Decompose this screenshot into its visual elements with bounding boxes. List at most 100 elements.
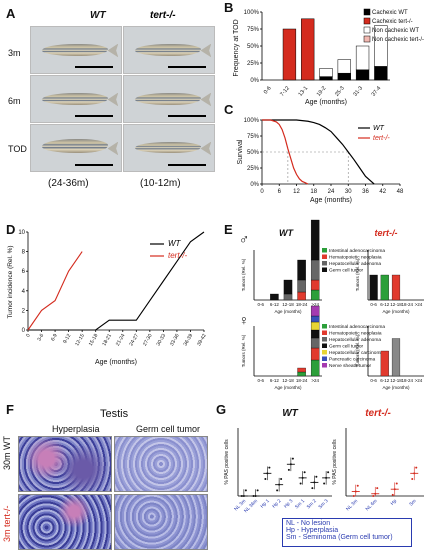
c-ytick-label: 0% (250, 182, 259, 188)
e-female-wt-legend-swatch (322, 330, 327, 335)
e-male-wt-bar (297, 279, 306, 293)
d-xtick-label: 36-39 (183, 333, 195, 347)
g-tert-point (411, 478, 414, 480)
histo-tert-hyperplasia (18, 494, 112, 550)
e-female-wt-legend-label: Pancreatic carcinoma (329, 357, 375, 363)
col-germ-cell-tumor: Germ cell tumor (136, 424, 201, 434)
g-tert-point (393, 488, 396, 491)
c-xtick-label: 42 (379, 189, 386, 195)
e-male-wt-legend-swatch (322, 248, 327, 253)
g-tert-point (415, 466, 418, 469)
panel-label-g: G (216, 402, 227, 417)
b-legend-swatch (363, 26, 371, 34)
g-wt-ylabel: % PAS positive cells (224, 439, 230, 485)
d-xtick-label: 15-18 (88, 333, 100, 347)
b-bar (301, 18, 315, 81)
e-female-wt-bar (297, 367, 306, 373)
d-xtick-label: 12-15 (74, 333, 86, 347)
g-wt-point (252, 495, 255, 497)
e-male-tert-xtick-label: >24 (415, 302, 423, 307)
e-female-wt-legend-label: Hepatocellular adenoma (329, 337, 381, 343)
e-male-wt-bar (297, 291, 306, 301)
g-wt-point (291, 457, 294, 460)
e-male-wt-bar (283, 279, 293, 295)
c-ylabel: Survival (237, 139, 244, 164)
c-ytick-label: 100% (244, 118, 260, 124)
col-title-wt: WT (90, 10, 106, 21)
row-label-6m: 6m (8, 96, 21, 106)
b-xlabel: Age (months) (305, 99, 347, 106)
g-tert-point (376, 487, 379, 490)
g-wt-xtick-label: NL 3m (233, 498, 247, 512)
g-wt-point (311, 487, 314, 490)
e-male-symbol: ♂ (239, 231, 250, 247)
e-male-tert-xtick-label: 18-24 (401, 302, 413, 307)
col-hyperplasia: Hyperplasia (52, 424, 100, 434)
b-xtick-label: 0-6 (263, 85, 273, 95)
e-male-tert-xlabel: Age (months) (382, 309, 410, 314)
b-legend-label: Non cachexic tert-/- (372, 37, 424, 43)
e-male-wt-xtick-label: 12-18 (282, 302, 294, 307)
e-female-wt-legend-label: Hepatocellular carcinoma (329, 350, 383, 356)
e-female-wt-legend-label: Intestinal adenocarcinoma (329, 324, 385, 330)
e-female-wt-bar (310, 315, 320, 323)
e-female-wt-legend-swatch (322, 337, 327, 342)
b-ytick-label: 25% (247, 61, 260, 67)
d-ytick-label: 0 (22, 328, 26, 334)
histo-wt-hyperplasia (18, 436, 112, 492)
c-xtick-label: 30 (345, 189, 352, 195)
e-male-wt-legend-label: Hepatocellular adenoma (329, 261, 381, 267)
e-male-wt-bar (270, 293, 279, 301)
d-xlabel: Age (months) (95, 359, 137, 366)
e-male-wt-bar (283, 293, 293, 301)
g-wt-xtick-label: Hp 2 (271, 498, 283, 510)
e-male-wt-ylabel: Tumors (Rel. %) (241, 258, 246, 291)
panel-label-a: A (6, 6, 16, 21)
e-title-wt: WT (279, 228, 294, 238)
e-title-tert: tert-/- (375, 228, 398, 238)
g-tert-point (354, 490, 357, 493)
e-male-wt-xlabel: Age (months) (274, 309, 302, 314)
g-wt-xtick-label: Hp 1 (259, 498, 271, 510)
photo-tert-6m (123, 75, 215, 123)
e-female-tert-xtick-label: 12-18 (390, 378, 402, 383)
e-male-tert-xtick-label: 0-6 (370, 302, 377, 307)
c-xtick-label: 18 (310, 189, 317, 195)
panel-label-e: E (224, 222, 233, 237)
g-wt-xtick-label: Hp 3 (283, 498, 295, 510)
e-male-tert-bar (391, 274, 401, 301)
testis-title: Testis (100, 408, 129, 420)
g-wt-point (268, 466, 271, 469)
g-wt-point (303, 471, 306, 474)
c-series-line (262, 119, 309, 185)
e-male-tert-bar (380, 274, 389, 301)
g-wt-point (240, 495, 243, 497)
panel-label-b: B (224, 0, 234, 15)
c-legend-label: WT (373, 125, 385, 132)
age-label-tert: (10-12m) (140, 178, 181, 189)
e-female-wt-bar (310, 329, 320, 339)
g-legend-sm: Sm - Seminoma (Germ cell tumor) (286, 534, 393, 541)
e-male-wt-legend-label: Intestinal adenocarcinoma (329, 248, 385, 254)
e-female-tert-xtick-label: 18-24 (401, 378, 413, 383)
g-legend-nl: NL - No lesion (286, 520, 331, 527)
b-xtick-label: 7-12 (279, 85, 291, 97)
b-legend-label: Non cachexic WT (372, 28, 419, 34)
e-female-tert-xtick-label: >24 (415, 378, 423, 383)
e-female-wt-xtick-label: >24 (311, 378, 319, 383)
e-male-wt-bar (310, 289, 320, 301)
b-bar (374, 66, 388, 81)
g-wt-xtick-label: Sm 3 (317, 498, 329, 510)
g-wt-point (264, 478, 267, 480)
b-legend-label: Cachexic tert-/- (372, 19, 413, 25)
e-female-wt-bar (310, 321, 320, 331)
e-female-wt-legend-swatch (322, 363, 327, 368)
d-series-line (27, 251, 83, 331)
g-wt-point (287, 468, 290, 471)
g-tert-ylabel: % PAS positive cells (332, 439, 338, 485)
g-wt-point (313, 481, 316, 484)
g-wt-point (301, 476, 304, 479)
b-bar (319, 68, 333, 77)
c-xtick-label: 6 (278, 189, 282, 195)
